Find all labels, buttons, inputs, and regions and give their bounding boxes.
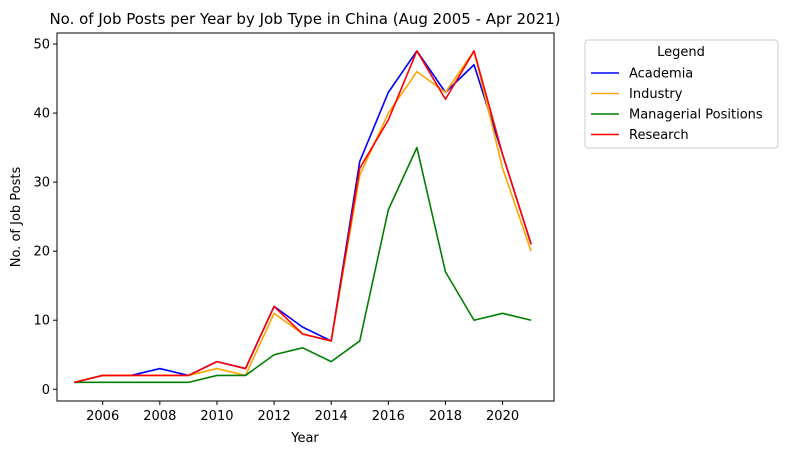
y-tick-label: 40 xyxy=(33,107,50,122)
y-tick-label: 30 xyxy=(33,176,50,191)
y-tick-label: 10 xyxy=(33,314,50,329)
y-tick-label: 20 xyxy=(33,245,50,260)
x-tick-label: 2020 xyxy=(486,409,519,424)
x-tick-label: 2016 xyxy=(372,409,405,424)
x-tick-label: 2018 xyxy=(429,409,462,424)
legend-label: Managerial Positions xyxy=(629,108,763,123)
y-tick-label: 50 xyxy=(33,38,50,53)
legend-label: Industry xyxy=(629,87,683,102)
y-axis: 0 10 20 30 40 50 xyxy=(33,38,57,398)
x-tick-label: 2012 xyxy=(258,409,291,424)
legend: Legend Academia Industry Managerial Positi… xyxy=(584,39,779,149)
series-line-2 xyxy=(74,146,532,384)
series-lines xyxy=(73,50,532,384)
y-axis-label: No. of Job Posts xyxy=(9,167,24,268)
legend-title: Legend xyxy=(657,45,705,60)
chart-title: No. of Job Posts per Year by Job Type in… xyxy=(49,10,560,28)
x-tick-label: 2008 xyxy=(143,409,176,424)
x-tick-label: 2006 xyxy=(86,409,119,424)
x-axis-label: Year xyxy=(290,431,319,446)
legend-label: Academia xyxy=(629,67,693,82)
x-tick-label: 2014 xyxy=(315,409,348,424)
series-line-3 xyxy=(73,50,532,384)
legend-label: Research xyxy=(629,128,689,143)
y-tick-label: 0 xyxy=(42,383,50,398)
legend-box xyxy=(584,39,779,149)
plot-area xyxy=(56,32,555,402)
x-tick-label: 2010 xyxy=(200,409,233,424)
x-axis: 2006 2008 2010 2012 2014 2016 2018 2020 xyxy=(86,401,519,424)
